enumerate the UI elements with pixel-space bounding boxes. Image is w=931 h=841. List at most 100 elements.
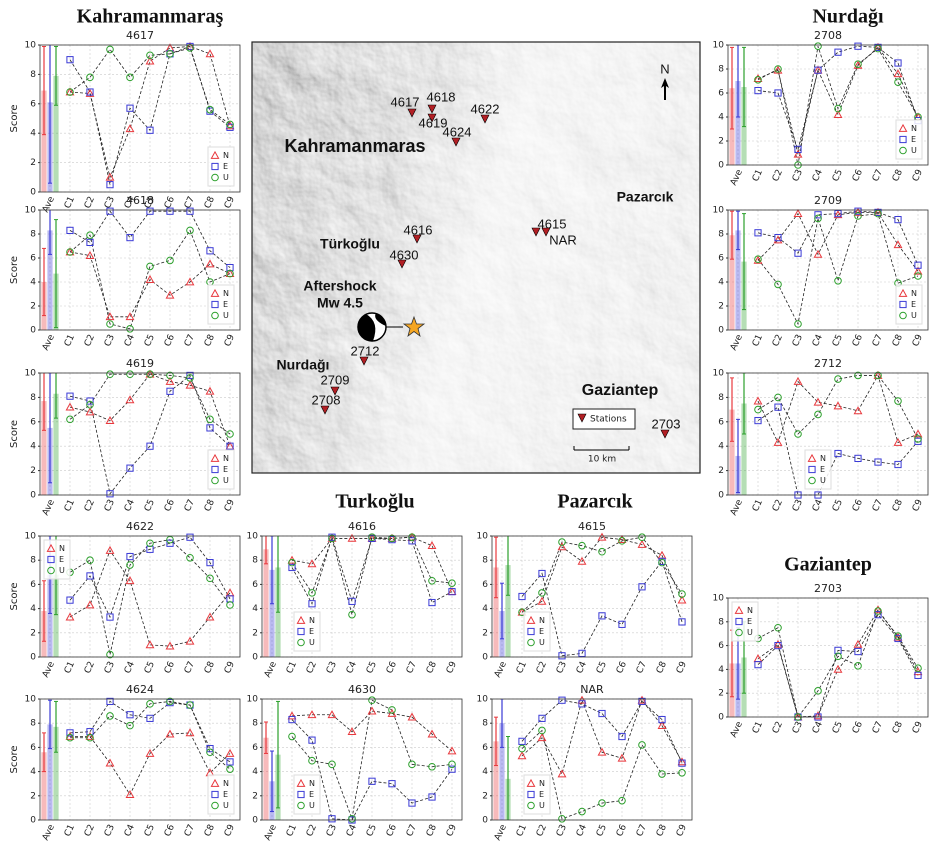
x-tick-label: C5 [143,498,157,513]
x-tick-label: C7 [183,823,197,838]
x-tick-label: C6 [163,823,177,838]
x-tick-label: C8 [203,660,217,675]
legend-label: U [539,801,545,810]
legend-label: N [911,124,917,133]
x-tick-label: C6 [385,660,399,675]
x-tick-label: C7 [635,823,649,838]
station-label: NAR [549,232,576,247]
x-tick-label: C4 [811,498,825,513]
y-tick-label: 4 [718,113,724,123]
x-tick-label: C3 [555,823,569,838]
x-tick-label: C3 [103,333,117,348]
chart: NAR0246810AveC1C2C3C4C5C6C7C8C9NEU [477,683,692,841]
y-tick-label: 4 [30,442,36,452]
series-line [70,46,230,184]
x-tick-label: C3 [103,823,117,838]
group-title: Nurdağı [812,6,884,28]
y-tick-label: 4 [30,604,36,614]
y-tick-label: 8 [30,70,36,80]
x-tick-label: C5 [831,498,845,513]
x-tick-label: C8 [891,168,905,183]
y-tick-label: 2 [718,137,724,147]
x-tick-label: Ave [41,823,57,841]
y-tick-label: 10 [713,206,725,216]
chart: 4617Score0246810AveC1C2C3C4C5C6C7C8C9NEU [9,21,240,214]
x-tick-label: C4 [123,823,137,838]
x-tick-label: C3 [791,720,805,735]
chart: 4622Score0246810AveC1C2C3C4C5C6C7C8C9NEU [9,520,240,679]
x-tick-label: C1 [515,660,529,675]
y-tick-label: 10 [25,41,37,51]
y-tick-label: 8 [30,230,36,240]
legend-label: N [309,616,315,625]
x-tick-label: C6 [163,333,177,348]
chart-title: 4615 [578,520,606,533]
station-label: 4617 [391,94,420,109]
x-tick-label: C7 [405,660,419,675]
y-tick-label: 0 [718,713,724,723]
legend-label: E [539,790,544,799]
y-tick-label: 6 [718,89,724,99]
x-tick-label: C1 [63,333,77,348]
station-label: 4616 [404,222,433,237]
legend-label: U [223,311,229,320]
x-tick-label: C7 [635,660,649,675]
x-tick-label: C1 [751,168,765,183]
city-label: Kahramanmaras [284,136,425,156]
y-tick-label: 0 [252,816,258,826]
y-tick-label: 0 [30,491,36,501]
marker [368,708,375,714]
x-tick-label: C4 [811,168,825,183]
x-tick-label: C5 [365,660,379,675]
x-tick-label: Ave [263,660,279,680]
y-tick-label: 4 [718,278,724,288]
group-title: Kahramanmaraş [77,6,224,28]
x-tick-label: Ave [729,333,745,353]
x-tick-label: C1 [63,498,77,513]
x-tick-label: C6 [163,498,177,513]
plot [263,523,280,657]
y-tick-label: 2 [718,689,724,699]
aftershock-label: Aftershock [303,278,376,294]
x-tick-label: Ave [493,660,509,680]
x-tick-label: C3 [325,660,339,675]
y-tick-label: 10 [25,532,37,542]
y-tick-label: 4 [718,665,724,675]
beachball [358,313,386,341]
legend-label: N [223,289,229,298]
y-tick-label: 4 [30,767,36,777]
station-label: 2708 [312,392,341,407]
x-tick-label: C7 [183,498,197,513]
x-tick-label: C4 [123,498,137,513]
station-label: 4624 [443,124,472,139]
x-tick-label: C2 [535,823,549,838]
x-tick-label: C8 [891,333,905,348]
y-tick-label: 6 [482,743,488,753]
city-label: Türkoğlu [320,236,380,252]
y-tick-label: 4 [252,604,258,614]
x-tick-label: C2 [305,660,319,675]
legend-label: U [309,801,315,810]
x-tick-label: C4 [123,660,137,675]
legend-label: E [820,465,825,474]
chart-title: 2709 [814,194,842,207]
plot [41,206,58,330]
x-tick-label: C9 [911,498,925,513]
y-tick-label: 8 [482,719,488,729]
y-tick-label: 8 [252,556,258,566]
y-tick-label: 0 [718,326,724,336]
legend-label: N [59,544,65,553]
y-tick-label: 6 [30,417,36,427]
city-label: Nurdağı [277,357,330,373]
station-label: 4630 [390,247,419,262]
legend-label: E [911,135,916,144]
group-title: Gaziantep [784,554,872,576]
x-tick-label: C2 [83,660,97,675]
legend-label: U [223,801,229,810]
legend-label: E [223,300,228,309]
x-tick-label: C2 [771,498,785,513]
x-tick-label: C8 [203,333,217,348]
y-tick-label: 8 [30,393,36,403]
x-tick-label: C6 [385,823,399,838]
y-tick-label: 8 [30,556,36,566]
